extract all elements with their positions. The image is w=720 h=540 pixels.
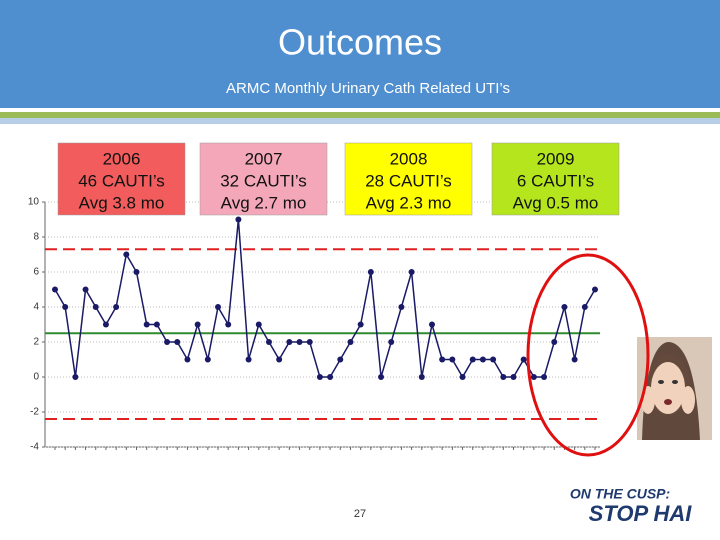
- data-point: [184, 356, 191, 363]
- data-point: [520, 356, 527, 363]
- header-stripe: [0, 118, 720, 124]
- annotation-text: Avg 2.7 mo: [221, 193, 307, 212]
- logo-text: STOP HAI: [589, 501, 693, 526]
- annotation-box: [491, 142, 620, 216]
- data-point: [479, 356, 486, 363]
- data-point: [367, 269, 374, 275]
- y-tick-label: 0: [33, 372, 39, 383]
- data-point: [113, 304, 120, 310]
- y-tick-label: -2: [30, 407, 39, 418]
- slide-title: Outcomes: [278, 22, 442, 63]
- y-tick-label: 10: [28, 197, 40, 208]
- y-tick-label: -4: [30, 442, 39, 453]
- data-point: [337, 356, 344, 363]
- annotation-text: 46 CAUTI’s: [78, 171, 165, 190]
- data-point: [500, 374, 507, 380]
- y-tick-label: 8: [33, 232, 39, 243]
- data-point: [72, 374, 79, 380]
- y-tick-label: 4: [33, 302, 39, 313]
- data-point: [378, 374, 385, 380]
- page-number: 27: [354, 508, 366, 520]
- header-band: [0, 0, 720, 108]
- data-point: [62, 304, 69, 310]
- data-point: [164, 339, 171, 345]
- data-point: [428, 321, 435, 328]
- data-point: [459, 374, 466, 380]
- data-point: [439, 356, 446, 363]
- data-point: [571, 356, 578, 363]
- data-point: [561, 304, 568, 310]
- data-point: [408, 269, 415, 275]
- annotation-text: Avg 2.3 mo: [366, 193, 452, 212]
- data-point: [541, 374, 548, 380]
- data-point: [306, 339, 313, 345]
- logo-text: ON THE CUSP:: [570, 486, 670, 502]
- logo: ON THE CUSP: STOP HAI: [570, 486, 692, 526]
- data-point: [82, 286, 89, 293]
- data-point: [581, 304, 588, 310]
- data-point: [296, 339, 303, 345]
- data-point: [592, 286, 598, 293]
- data-point: [276, 356, 283, 363]
- data-point: [347, 339, 354, 345]
- slide-subtitle: ARMC Monthly Urinary Cath Related UTI’s: [226, 80, 510, 97]
- highlight-circle: [526, 253, 650, 457]
- annotation-text: 32 CAUTI’s: [220, 171, 307, 190]
- annotation-box: [57, 142, 186, 216]
- data-point: [225, 321, 232, 328]
- data-point: [510, 374, 517, 380]
- data-point: [418, 374, 425, 380]
- data-point: [357, 321, 364, 328]
- data-point: [102, 321, 109, 328]
- data-point: [398, 304, 405, 310]
- annotation-text: 6 CAUTI’s: [517, 171, 594, 190]
- annotation-text: 28 CAUTI’s: [365, 171, 452, 190]
- data-point: [153, 321, 160, 328]
- data-point: [490, 356, 497, 363]
- data-point: [215, 304, 222, 310]
- data-point: [316, 374, 323, 380]
- annotation-text: 2008: [390, 149, 428, 168]
- data-point: [551, 339, 558, 345]
- annotation-box: [344, 142, 473, 216]
- data-line: [54, 219, 596, 379]
- data-point: [123, 251, 130, 258]
- annotation-text: 2007: [245, 149, 283, 168]
- data-point: [530, 374, 537, 380]
- data-point: [286, 339, 293, 345]
- y-tick-label: 6: [33, 267, 39, 278]
- data-point: [204, 356, 211, 363]
- data-point: [469, 356, 476, 363]
- data-point: [327, 374, 334, 380]
- data-point: [133, 269, 140, 275]
- data-point: [92, 304, 99, 310]
- data-point: [245, 356, 252, 363]
- data-point: [174, 339, 181, 345]
- data-point: [52, 286, 58, 293]
- data-point: [449, 356, 456, 363]
- annotation-text: Avg 0.5 mo: [513, 193, 599, 212]
- data-point: [255, 321, 262, 328]
- y-tick-label: 2: [33, 337, 39, 348]
- annotation-text: 2006: [103, 149, 141, 168]
- annotation-text: Avg 3.8 mo: [79, 193, 165, 212]
- photo: [637, 337, 712, 440]
- annotation-box: [199, 142, 328, 216]
- data-point: [194, 321, 201, 328]
- data-point: [143, 321, 150, 328]
- header-stripe: [0, 112, 720, 118]
- data-point: [235, 216, 242, 223]
- data-point: [388, 339, 395, 345]
- annotation-text: 2009: [537, 149, 575, 168]
- data-point: [265, 339, 272, 345]
